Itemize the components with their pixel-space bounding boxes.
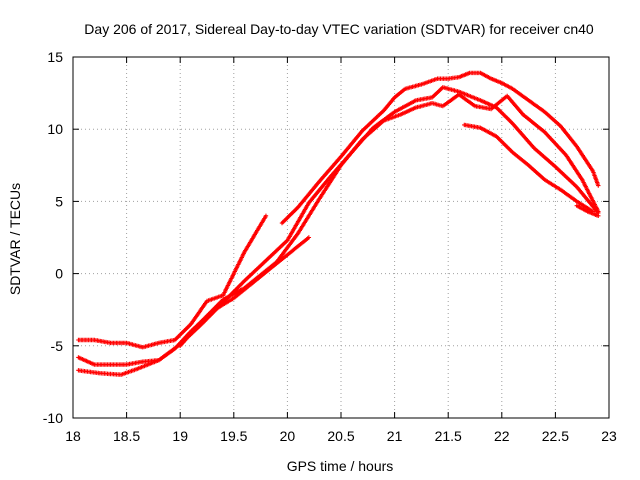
data-point bbox=[596, 209, 601, 214]
x-tick-label: 19.5 bbox=[220, 428, 247, 444]
data-point bbox=[263, 213, 269, 219]
axis-ticks bbox=[72, 56, 610, 419]
x-tick-label: 18.5 bbox=[113, 428, 140, 444]
x-tick-label: 20 bbox=[280, 428, 296, 444]
y-tick-label: 15 bbox=[47, 49, 63, 65]
series-5 bbox=[279, 70, 601, 226]
x-tick-label: 22 bbox=[494, 428, 510, 444]
y-tick-label: 10 bbox=[47, 121, 63, 137]
series-1 bbox=[76, 213, 269, 350]
x-tick-label: 21.5 bbox=[435, 428, 462, 444]
x-tick-label: 22.5 bbox=[542, 428, 569, 444]
series-4 bbox=[178, 92, 601, 348]
data-point bbox=[596, 213, 601, 219]
data-point bbox=[306, 235, 312, 240]
series-6 bbox=[462, 122, 596, 214]
y-tick-label: 0 bbox=[55, 266, 63, 282]
x-tick-label: 20.5 bbox=[327, 428, 354, 444]
y-axis-label: SDTVAR / TECUs bbox=[7, 183, 23, 295]
y-tick-labels: -10 -5 0 5 10 15 bbox=[43, 49, 63, 426]
x-axis-label: GPS time / hours bbox=[287, 458, 394, 474]
data-point bbox=[596, 183, 601, 188]
series-2 bbox=[76, 235, 312, 367]
x-tick-label: 19 bbox=[172, 428, 188, 444]
y-tick-label: 5 bbox=[55, 193, 63, 209]
series-7 bbox=[574, 203, 601, 219]
x-tick-label: 21 bbox=[387, 428, 403, 444]
y-tick-label: -5 bbox=[51, 338, 64, 354]
data-marks bbox=[76, 70, 601, 377]
y-tick-label: -10 bbox=[43, 410, 63, 426]
x-tick-labels: 18 18.5 19 19.5 20 20.5 21 21.5 22 22.5 23 bbox=[65, 428, 617, 444]
chart-title: Day 206 of 2017, Sidereal Day-to-day VTE… bbox=[84, 21, 594, 37]
x-tick-label: 18 bbox=[65, 428, 81, 444]
x-tick-label: 23 bbox=[601, 428, 617, 444]
